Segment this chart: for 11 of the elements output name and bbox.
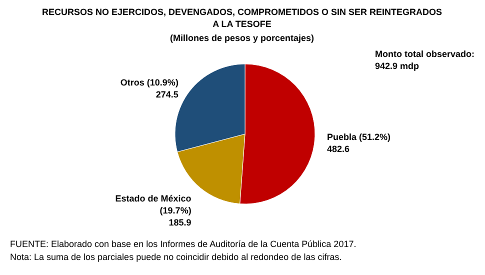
data-label: 482.6 (326, 144, 350, 154)
source-note: FUENTE: Elaborado con base en los Informes de Auditoría de la Cuenta Pública 2017. (10, 239, 356, 249)
text: Monto total observado: 942.9 mdp (375, 49, 474, 71)
slice-label: Otros (10.9%) (120, 78, 178, 88)
slice-label: Puebla (51.2%) (326, 132, 390, 142)
text: Nota: La suma de los parciales puede no coincidir debido al redondeo de las cifras. (10, 252, 342, 262)
chart-title: RECURSOS NO EJERCIDOS, DEVENGADOS, COMPROMETIDOS O SIN SER REINTEGRADOS A LA TESOFE (42, 7, 442, 29)
slice-label: Estado de México (19.7%) (115, 194, 192, 216)
data-label: 185.9 (168, 218, 192, 228)
data-label: 274.5 (156, 90, 178, 100)
chart-subtitle: (Millones de pesos y porcentajes) (170, 33, 314, 43)
